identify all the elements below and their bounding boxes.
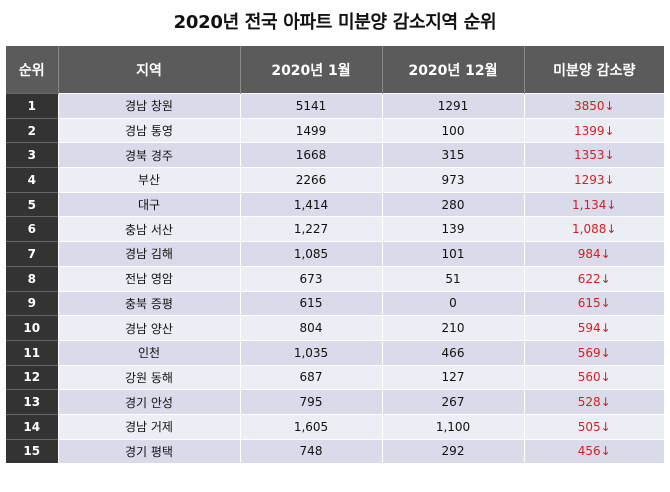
decrease-value-cell: 456↓ [523,438,664,464]
jan-value-cell: 1499 [239,117,382,143]
region-cell: 대구 [57,191,240,217]
dec-value-cell: 101 [381,241,524,267]
dec-value-cell: 466 [381,339,524,366]
region-cell: 부산 [57,167,240,193]
rank-cell: 11 [6,339,58,366]
table-row: 15 경기 평택 748 292 456↓ [6,438,664,464]
rank-cell: 8 [6,265,58,291]
dec-value-cell: 1,100 [381,413,524,440]
table-row: 10 경남 양산 804 210 594↓ [6,315,664,341]
table-row: 8 전남 영암 673 51 622↓ [6,265,664,291]
jan-value-cell: 5141 [239,93,382,119]
rank-cell: 9 [6,290,58,316]
dec-value-cell: 280 [381,191,524,217]
header-decrease: 미분양 감소량 [524,46,664,94]
rank-cell: 15 [6,438,58,464]
jan-value-cell: 1,085 [239,241,382,267]
page-title: 2020년 전국 아파트 미분양 감소지역 순위 [173,12,497,33]
region-cell: 경남 통영 [57,117,240,143]
rank-cell: 14 [6,413,58,440]
header-rank: 순위 [6,46,59,94]
header-dec-2020: 2020년 12월 [382,46,525,94]
jan-value-cell: 1668 [239,142,382,168]
dec-value-cell: 210 [381,315,524,341]
table-row: 12 강원 동해 687 127 560↓ [6,364,664,390]
header-jan-2020: 2020년 1월 [240,46,383,94]
dec-value-cell: 315 [381,142,524,168]
table-row: 1 경남 창원 5141 1291 3850↓ [6,93,664,119]
table-row: 14 경남 거제 1,605 1,100 505↓ [6,413,664,440]
dec-value-cell: 973 [381,167,524,193]
region-cell: 경기 평택 [57,438,240,464]
region-cell: 전남 영암 [57,265,240,291]
table-row: 5 대구 1,414 280 1,134↓ [6,191,664,217]
decrease-value-cell: 1353↓ [523,142,664,168]
dec-value-cell: 127 [381,364,524,390]
ranking-table: 순위 지역 2020년 1월 2020년 12월 미분양 감소량 1 경남 창원 5… [6,46,664,464]
rank-cell: 2 [6,117,58,143]
region-cell: 경남 김해 [57,241,240,267]
header-region: 지역 [58,46,241,94]
table-row: 3 경북 경주 1668 315 1353↓ [6,142,664,168]
jan-value-cell: 615 [239,290,382,316]
table-row: 2 경남 통영 1499 100 1399↓ [6,117,664,143]
decrease-value-cell: 569↓ [523,339,664,366]
jan-value-cell: 1,414 [239,191,382,217]
region-cell: 경남 양산 [57,315,240,341]
jan-value-cell: 1,605 [239,413,382,440]
rank-cell: 5 [6,191,58,217]
jan-value-cell: 1,227 [239,216,382,242]
jan-value-cell: 687 [239,364,382,390]
region-cell: 경북 경주 [57,142,240,168]
region-cell: 충북 증평 [57,290,240,316]
table-header-row: 순위 지역 2020년 1월 2020년 12월 미분양 감소량 [6,46,664,94]
rank-cell: 13 [6,389,58,415]
jan-value-cell: 795 [239,389,382,415]
decrease-value-cell: 3850↓ [523,93,664,119]
table-row: 6 충남 서산 1,227 139 1,088↓ [6,216,664,242]
rank-cell: 1 [6,93,58,119]
decrease-value-cell: 594↓ [523,315,664,341]
decrease-value-cell: 615↓ [523,290,664,316]
table-row: 7 경남 김해 1,085 101 984↓ [6,241,664,267]
decrease-value-cell: 528↓ [523,389,664,415]
region-cell: 경남 창원 [57,93,240,119]
rank-cell: 12 [6,364,58,390]
dec-value-cell: 1291 [381,93,524,119]
decrease-value-cell: 1,134↓ [523,191,664,217]
rank-cell: 3 [6,142,58,168]
table-row: 9 충북 증평 615 0 615↓ [6,290,664,316]
dec-value-cell: 139 [381,216,524,242]
dec-value-cell: 0 [381,290,524,316]
dec-value-cell: 51 [381,265,524,291]
jan-value-cell: 1,035 [239,339,382,366]
decrease-value-cell: 505↓ [523,413,664,440]
rank-cell: 4 [6,167,58,193]
region-cell: 강원 동해 [57,364,240,390]
rank-cell: 6 [6,216,58,242]
jan-value-cell: 2266 [239,167,382,193]
decrease-value-cell: 1293↓ [523,167,664,193]
jan-value-cell: 804 [239,315,382,341]
dec-value-cell: 267 [381,389,524,415]
jan-value-cell: 748 [239,438,382,464]
decrease-value-cell: 622↓ [523,265,664,291]
decrease-value-cell: 1399↓ [523,117,664,143]
region-cell: 충남 서산 [57,216,240,242]
jan-value-cell: 673 [239,265,382,291]
dec-value-cell: 292 [381,438,524,464]
region-cell: 경기 안성 [57,389,240,415]
table-row: 11 인천 1,035 466 569↓ [6,339,664,366]
decrease-value-cell: 1,088↓ [523,216,664,242]
rank-cell: 10 [6,315,58,341]
region-cell: 인천 [57,339,240,366]
region-cell: 경남 거제 [57,413,240,440]
decrease-value-cell: 560↓ [523,364,664,390]
decrease-value-cell: 984↓ [523,241,664,267]
dec-value-cell: 100 [381,117,524,143]
rank-cell: 7 [6,241,58,267]
table-row: 13 경기 안성 795 267 528↓ [6,389,664,415]
table-row: 4 부산 2266 973 1293↓ [6,167,664,193]
